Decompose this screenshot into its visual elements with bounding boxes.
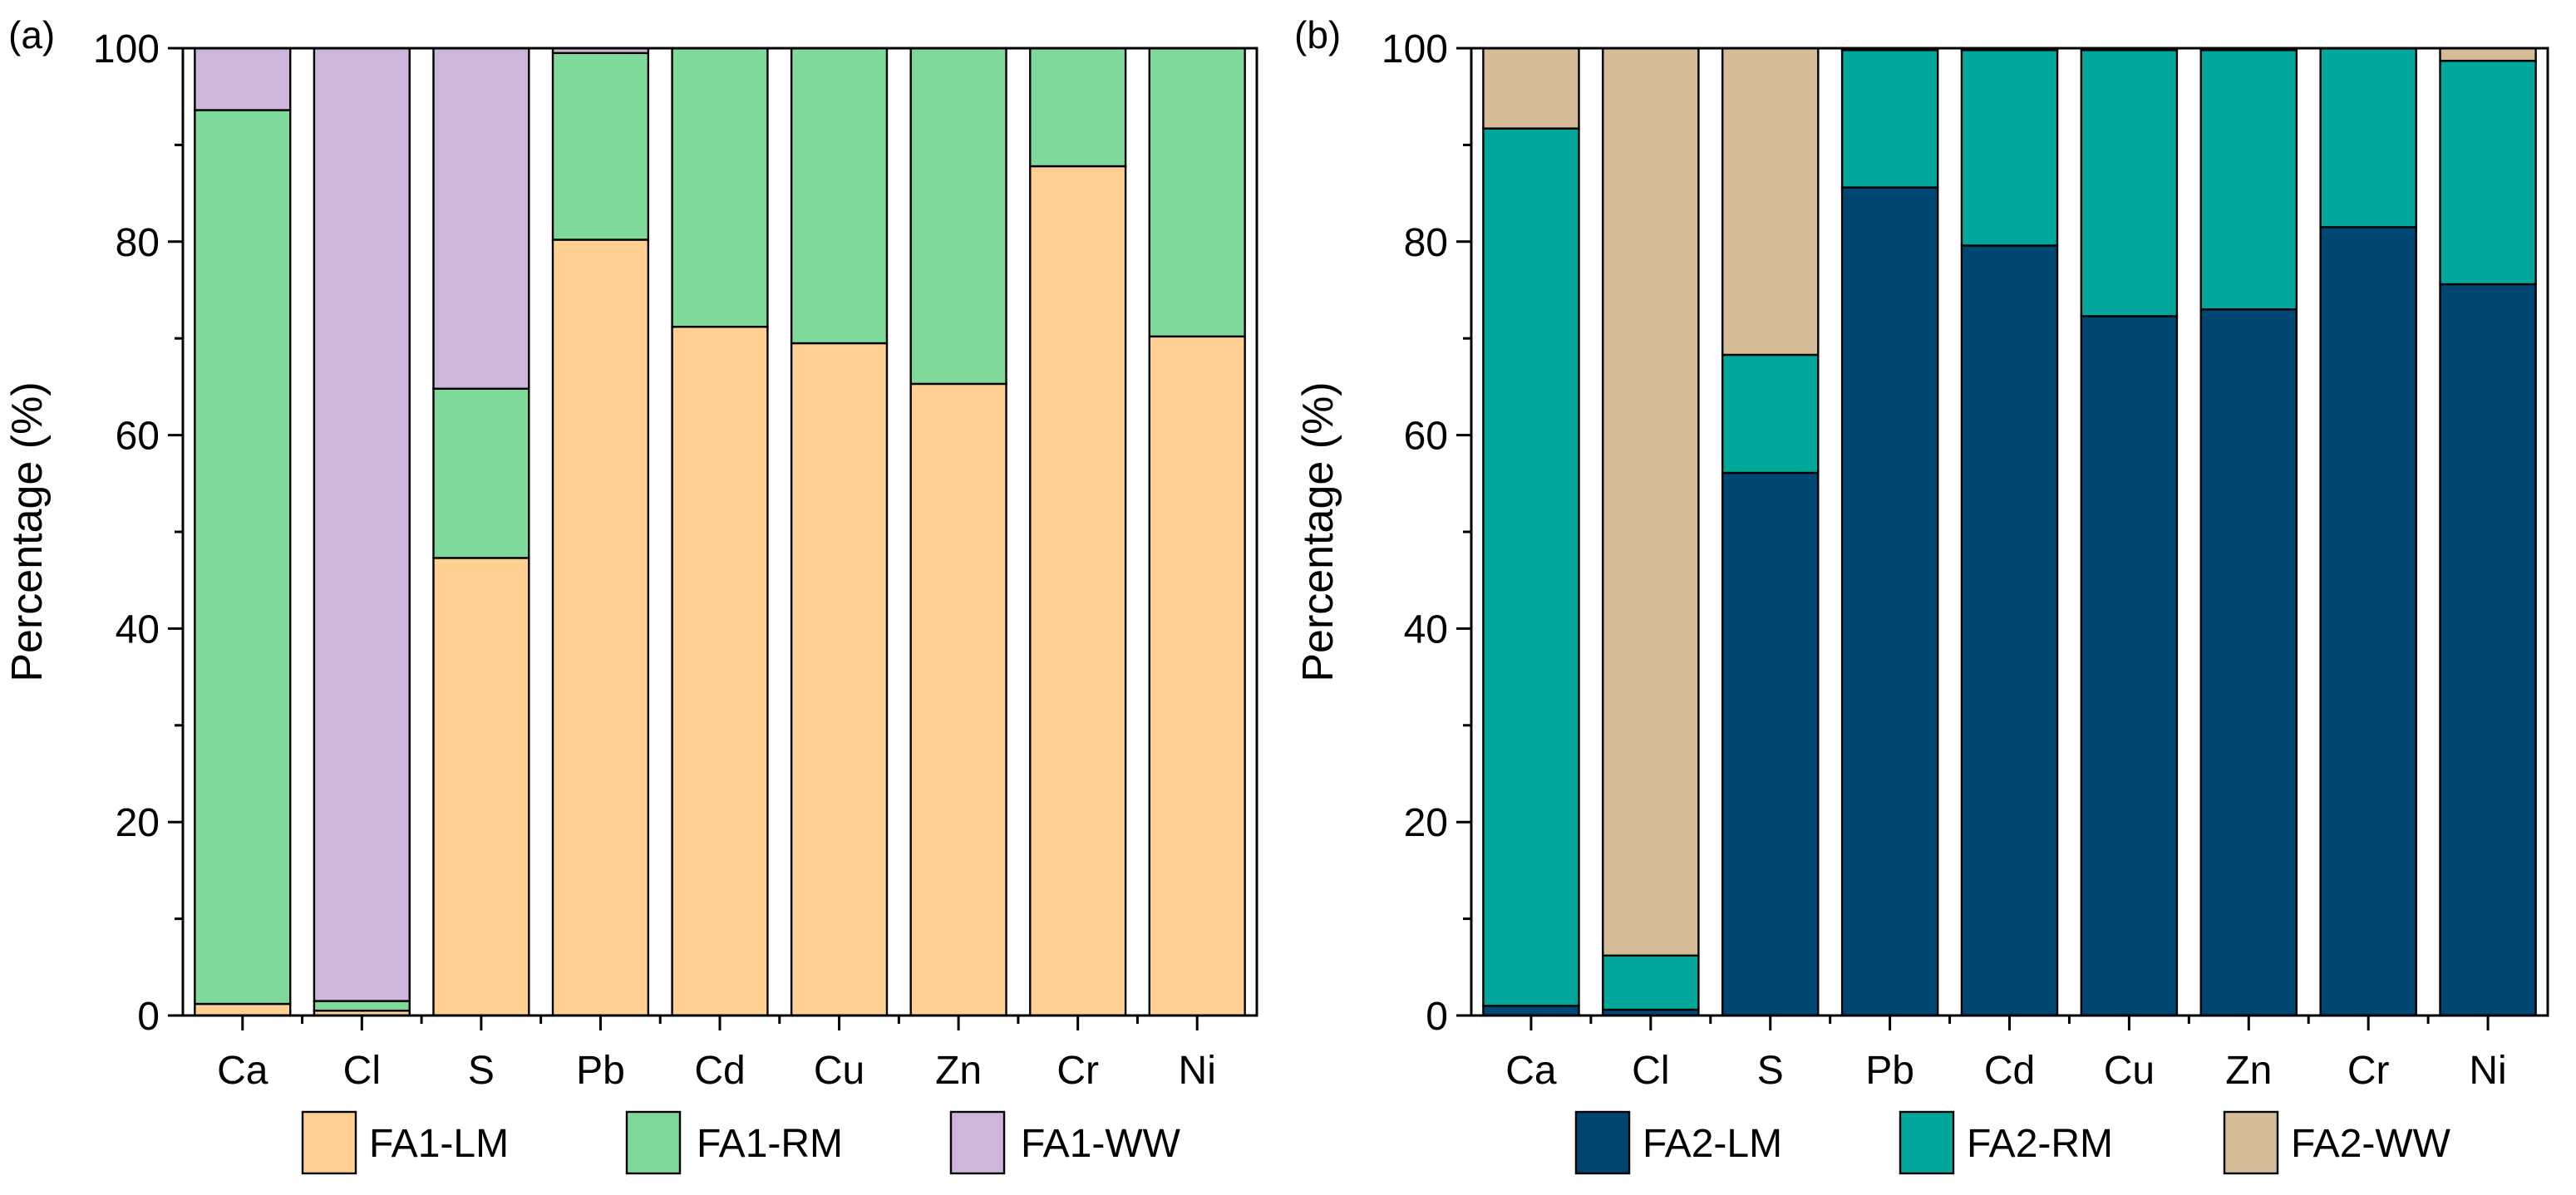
legend: FA1-LM FA1-RM FA1-WW [301, 1110, 1181, 1175]
y-tick-label: 100 [93, 27, 160, 71]
bar-fa2-lm-ni [2439, 283, 2537, 1017]
x-tick-label-ca: Ca [1505, 1049, 1557, 1093]
chart-panel-b: 0 20 40 60 80 100 Ca Cl S Pb Cd Cu Zn Cr Ni Percentage … [1294, 13, 2549, 1175]
x-tick-label-s: S [1757, 1049, 1784, 1093]
x-tick-label-zn: Zn [935, 1049, 982, 1093]
bar-fa2-lm-ca [1482, 1005, 1580, 1017]
legend-swatch-fa2-ww [2223, 1110, 2279, 1175]
bar-fa1-ww-ca [194, 47, 292, 111]
bar-fa1-rm-cr [1029, 47, 1127, 168]
x-tick-label-cr: Cr [1057, 1049, 1099, 1093]
bar-fa2-ww-s [1721, 47, 1820, 357]
legend-swatch-fa1-lm [301, 1110, 357, 1175]
panel-label: (b) [1294, 13, 1341, 57]
y-tick-label: 100 [1382, 27, 1448, 71]
bar-fa2-rm-s [1721, 353, 1820, 475]
legend-label-fa2-lm: FA2-LM [1643, 1122, 1782, 1166]
y-tick-label: 0 [137, 995, 160, 1039]
legend-swatch-fa1-ww [949, 1110, 1006, 1175]
x-tick-label-cr: Cr [2347, 1049, 2390, 1093]
bar-group [1482, 47, 2537, 1017]
bar-fa1-rm-s [432, 387, 530, 559]
y-tick-label: 60 [1404, 415, 1448, 459]
bar-fa2-lm-pb [1840, 186, 1939, 1017]
bar-fa2-rm-cd [1960, 49, 2059, 247]
y-tick-label: 20 [1404, 801, 1448, 845]
x-tick-label-pb: Pb [1865, 1049, 1914, 1093]
x-tick-label-s: S [468, 1049, 495, 1093]
bar-fa2-ww-cl [1602, 47, 1700, 957]
bar-fa2-lm-zn [2199, 308, 2298, 1017]
bar-fa2-lm-cd [1960, 244, 2059, 1017]
legend: FA2-LM FA2-RM FA2-WW [1574, 1110, 2451, 1175]
y-tick-label: 40 [1404, 607, 1448, 652]
bar-fa2-rm-pb [1840, 49, 1939, 189]
y-axis-title: Percentage (%) [1294, 381, 1342, 681]
bar-fa2-rm-zn [2199, 49, 2298, 311]
bar-fa2-rm-ca [1482, 127, 1580, 1007]
bar-fa2-rm-ni [2439, 59, 2537, 286]
x-tick-label-pb: Pb [576, 1049, 625, 1093]
bar-fa1-rm-cu [790, 47, 889, 345]
y-axis-title: Percentage (%) [3, 381, 52, 681]
bar-fa1-lm-cd [671, 326, 769, 1017]
legend-label-fa1-lm: FA1-LM [369, 1122, 509, 1166]
bar-fa2-rm-cr [2319, 47, 2417, 229]
bar-fa1-lm-pb [551, 239, 650, 1017]
chart-panel-a: 0 20 40 60 80 100 Ca Cl S Pb Cd Cu Zn Cr Ni Percentage … [3, 13, 1258, 1175]
y-tick-label: 0 [1426, 995, 1448, 1039]
y-tick-label: 80 [1404, 221, 1448, 265]
bar-fa2-rm-cu [2080, 49, 2179, 317]
bar-fa2-rm-cl [1602, 954, 1700, 1011]
legend-label-fa2-rm: FA2-RM [1967, 1122, 2113, 1166]
x-tick-label-cl: Cl [343, 1049, 381, 1093]
bar-fa1-ww-cl [313, 47, 411, 1002]
bar-fa2-ww-ni [2439, 47, 2537, 62]
x-tick-label-ni: Ni [2469, 1049, 2506, 1093]
bar-fa1-lm-ni [1148, 335, 1246, 1017]
bar-fa1-lm-zn [909, 382, 1007, 1017]
x-tick-label-zn: Zn [2225, 1049, 2272, 1093]
bar-fa1-rm-cd [671, 47, 769, 328]
bar-fa1-rm-ni [1148, 47, 1246, 338]
bar-group [194, 47, 1246, 1017]
legend-label-fa2-ww: FA2-WW [2291, 1122, 2451, 1166]
bar-fa1-lm-cu [790, 342, 889, 1017]
legend-swatch-fa1-rm [625, 1110, 682, 1175]
bar-fa1-rm-cl [313, 1000, 411, 1012]
panel-label: (a) [8, 13, 55, 57]
legend-swatch-fa2-lm [1574, 1110, 1631, 1175]
legend-label-fa1-ww: FA1-WW [1021, 1122, 1181, 1166]
bar-fa1-lm-ca [194, 1002, 292, 1017]
y-tick-label: 20 [116, 801, 160, 845]
bar-fa1-lm-s [432, 557, 530, 1017]
bar-fa2-lm-s [1721, 471, 1820, 1017]
x-tick-label-cu: Cu [814, 1049, 864, 1093]
bar-fa1-rm-pb [551, 52, 650, 241]
y-tick-label: 60 [116, 415, 160, 459]
legend-swatch-fa2-rm [1899, 1110, 1955, 1175]
bar-fa2-lm-cu [2080, 315, 2179, 1017]
bar-fa1-lm-cr [1029, 165, 1127, 1017]
bar-fa1-rm-zn [909, 47, 1007, 386]
x-tick-label-cd: Cd [1984, 1049, 2035, 1093]
x-tick-label-ca: Ca [217, 1049, 268, 1093]
bar-fa2-ww-ca [1482, 47, 1580, 130]
y-tick-label: 80 [116, 221, 160, 265]
bar-fa1-ww-s [432, 47, 530, 390]
legend-label-fa1-rm: FA1-RM [697, 1122, 843, 1166]
x-tick-label-ni: Ni [1179, 1049, 1216, 1093]
x-tick-label-cl: Cl [1632, 1049, 1669, 1093]
y-tick-label: 40 [116, 607, 160, 652]
bar-fa1-rm-ca [194, 109, 292, 1006]
x-tick-label-cu: Cu [2104, 1049, 2155, 1093]
bar-fa2-lm-cr [2319, 226, 2417, 1017]
x-tick-label-cd: Cd [694, 1049, 745, 1093]
